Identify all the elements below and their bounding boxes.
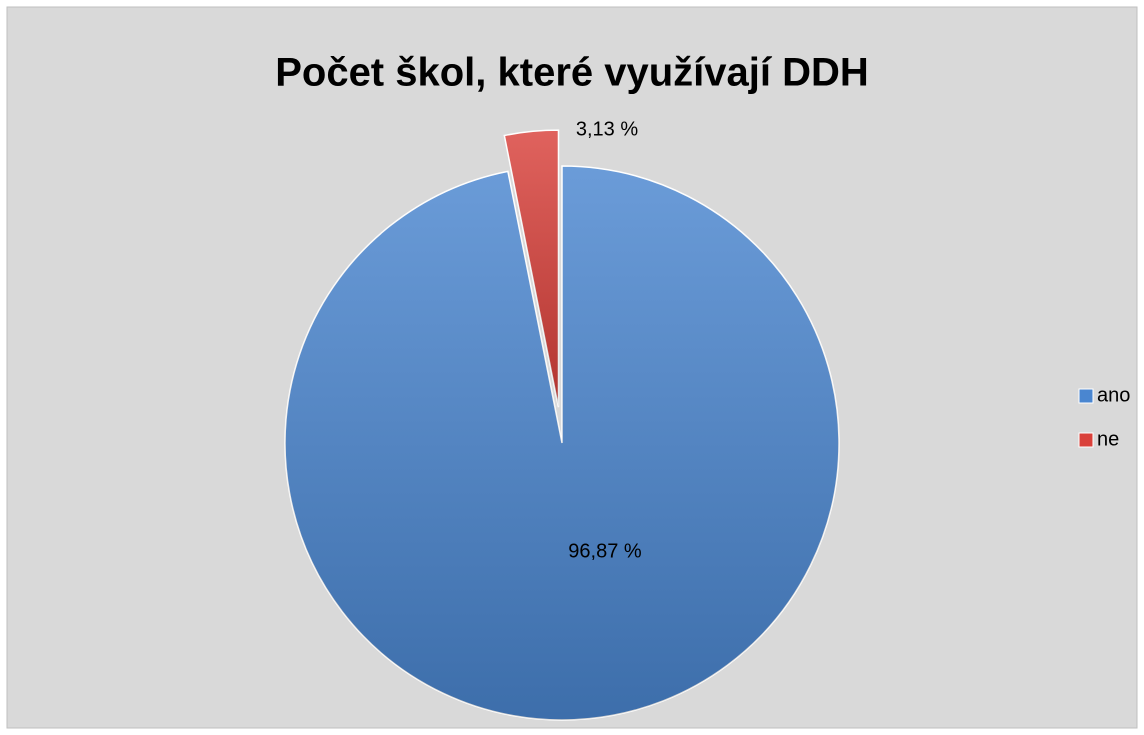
chart-title: Počet škol, které využívají DDH — [275, 51, 869, 95]
pie-slice — [284, 165, 840, 721]
legend-swatch — [1078, 388, 1094, 404]
data-label: 3,13 % — [576, 118, 638, 140]
legend-label: ano — [1097, 384, 1130, 406]
data-label: 96,87 % — [568, 540, 642, 562]
legend-swatch — [1078, 432, 1094, 448]
legend-label: ne — [1097, 428, 1119, 450]
